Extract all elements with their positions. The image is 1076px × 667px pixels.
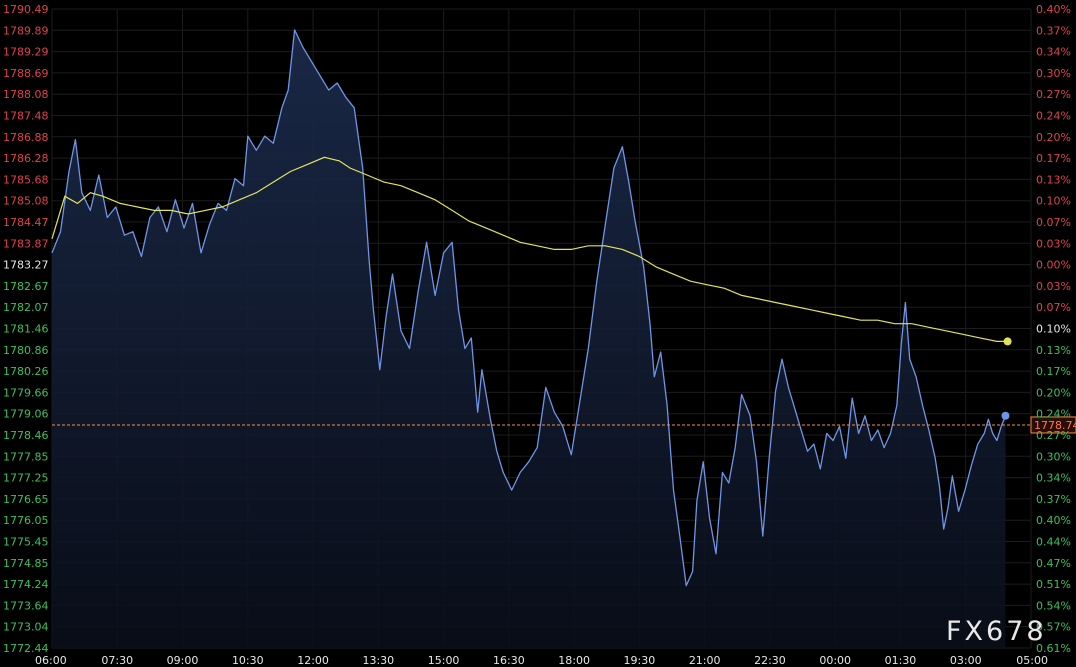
y-tick-label-left: 1778.46 [3,429,49,442]
y-tick-label-left: 1789.89 [3,24,49,37]
y-tick-label-left: 1773.04 [3,621,49,634]
y-tick-label-right: 0.30% [1036,67,1071,80]
price-area-fill [52,29,1006,648]
y-tick-label-left: 1773.64 [3,599,49,612]
y-tick-label-left: 1774.24 [3,578,49,591]
watermark-logo: FX678 [946,616,1047,647]
x-tick-label: 21:00 [689,654,721,667]
x-tick-label: 13:30 [362,654,394,667]
y-tick-label-right: 0.37% [1036,24,1071,37]
y-tick-label-right: 0.13% [1036,344,1071,357]
y-tick-label-right: 0.17% [1036,365,1071,378]
y-tick-label-right: 0.27% [1036,88,1071,101]
x-tick-label: 00:00 [819,654,851,667]
time-axis: 06:00 07:30 09:00 10:30 12:00 13:30 15:00 16:30… [35,654,1048,667]
y-tick-label-left: 1783.87 [3,237,49,250]
y-tick-label-right: 0.17% [1036,152,1071,165]
last-price-line-group: 1778.74 [52,416,1076,434]
x-tick-label: 06:00 [35,654,67,667]
y-tick-label-left: 1788.08 [3,88,49,101]
y-tick-label-right: 0.07% [1036,301,1071,314]
y-tick-label-left: 1776.65 [3,493,49,506]
x-tick-label: 09:00 [167,654,199,667]
y-tick-label-left: 1777.85 [3,450,49,463]
y-tick-label-left: 1777.25 [3,472,49,485]
y-tick-label-right: 0.40% [1036,514,1071,527]
x-tick-label: 03:00 [950,654,982,667]
y-tick-label-right: 0.34% [1036,46,1071,59]
y-tick-label-right: 0.13% [1036,173,1071,186]
price-line [51,29,1007,587]
y-tick-label-left: 1774.85 [3,557,49,570]
y-tick-label-right: 0.47% [1036,557,1071,570]
y-tick-label-right: 0.37% [1036,493,1071,506]
y-tick-label-right: 0.40% [1036,3,1071,16]
y-tick-label-right: 0.51% [1036,578,1071,591]
y-tick-label-left: 1781.46 [3,323,49,336]
y-tick-label-left: 1785.08 [3,195,49,208]
y-tick-label-right: 0.61% [1036,642,1071,655]
price-area [52,29,1006,648]
x-tick-label: 07:30 [101,654,133,667]
y-tick-label-right: 0.27% [1036,429,1071,442]
last-price-tag [1030,416,1076,434]
series-lines [51,29,1012,587]
y-tick-label-left: 1786.88 [3,131,49,144]
y-tick-label-left: 1775.45 [3,536,49,549]
x-tick-label: 15:00 [428,654,460,667]
y-tick-label-right: 0.07% [1036,216,1071,229]
y-tick-label-right: 0.03% [1036,280,1071,293]
x-tick-label: 19:30 [624,654,656,667]
moving-average-line [51,156,1008,342]
y-tick-label-right: 0.44% [1036,536,1071,549]
right-percent-axis: 0.40% 0.37% 0.34% 0.30% 0.27% 0.24% 0.20% 0.17%… [1036,3,1071,655]
x-tick-label: 10:30 [232,654,264,667]
price-line-end-marker [1001,411,1010,420]
y-tick-label-left: 1790.49 [3,3,49,16]
y-tick-label-right: 0.10% [1036,195,1071,208]
x-tick-label: 05:00 [1016,654,1048,667]
y-tick-label-left: 1786.28 [3,152,49,165]
y-tick-label-right: 0.24% [1036,408,1071,421]
y-tick-label-right: 0.54% [1036,599,1071,612]
y-tick-label-left: 1772.44 [3,642,49,655]
y-tick-label-right: 0.34% [1036,472,1071,485]
y-tick-label-left: 1779.06 [3,408,49,421]
y-tick-label-right: 0.10% [1036,323,1071,336]
y-tick-label-right: 0.30% [1036,450,1071,463]
y-tick-label-right: 0.24% [1036,110,1071,123]
y-tick-label-left: 1784.47 [3,216,49,229]
y-tick-label-right: 0.03% [1036,237,1071,250]
x-tick-label: 22:30 [754,654,786,667]
last-price-label: 1778.74 [1034,419,1076,432]
y-tick-label-left: 1788.69 [3,67,49,80]
y-tick-label-right: 0.00% [1036,259,1071,272]
y-tick-label-right: 0.20% [1036,386,1071,399]
y-tick-label-left: 1787.48 [3,110,49,123]
y-tick-label-left: 1780.86 [3,344,49,357]
y-tick-label-right: 0.57% [1036,621,1071,634]
y-tick-label-left: 1785.68 [3,173,49,186]
moving-average-end-marker [1003,337,1012,346]
y-tick-label-left: 1779.66 [3,386,49,399]
x-tick-label: 12:00 [297,654,329,667]
x-tick-label: 18:00 [558,654,590,667]
left-price-axis: 1790.49 1789.89 1789.29 1788.69 1788.08 1787.… [3,3,49,655]
x-tick-label: 16:30 [493,654,525,667]
y-tick-label-left: 1776.05 [3,514,49,527]
x-tick-label: 01:30 [885,654,917,667]
y-tick-label-left: 1780.26 [3,365,49,378]
y-tick-label-right: 0.20% [1036,131,1071,144]
y-tick-label-left: 1783.27 [3,259,49,272]
y-tick-label-left: 1789.29 [3,46,49,59]
y-tick-label-left: 1782.67 [3,280,49,293]
y-tick-label-left: 1782.07 [3,301,49,314]
